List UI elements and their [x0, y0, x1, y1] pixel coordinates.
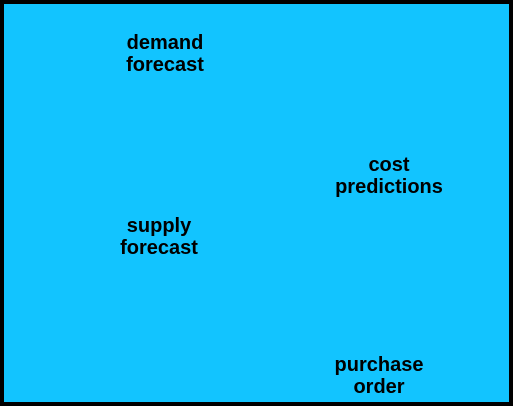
- purchase-order-line2: order: [353, 376, 405, 398]
- supply-forecast-line1: supply: [126, 215, 192, 237]
- cost-predictions-label: cost predictions: [314, 154, 464, 198]
- purchase-order-line1: purchase: [334, 354, 424, 376]
- cost-predictions-line1: cost: [368, 154, 410, 176]
- supply-forecast-label: supply forecast: [94, 215, 224, 259]
- purchase-order-label: purchase order: [314, 354, 444, 398]
- demand-forecast-line1: demand: [126, 32, 204, 54]
- supply-forecast-line2: forecast: [120, 237, 198, 259]
- demand-forecast-line2: forecast: [126, 54, 204, 76]
- diagram-canvas: demand forecast cost predictions supply …: [4, 4, 509, 402]
- demand-forecast-label: demand forecast: [100, 32, 230, 76]
- cost-predictions-line2: predictions: [335, 176, 443, 198]
